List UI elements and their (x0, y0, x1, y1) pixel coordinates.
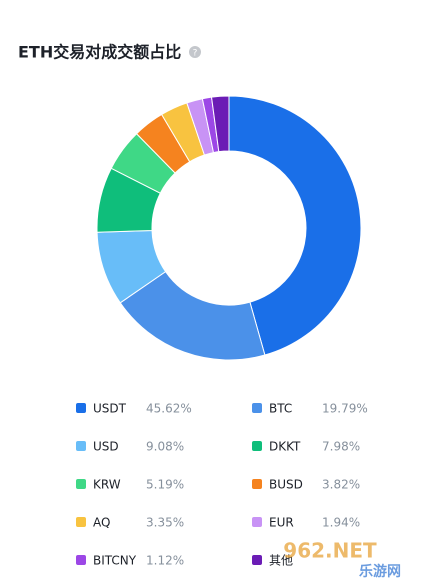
donut-slice (228, 95, 362, 356)
watermark: 962.NET 乐游网 (283, 539, 401, 581)
legend-label: BTC (269, 402, 292, 416)
legend: USDT 45.62% BTC 19.79% USD 9.08% DKKT 7.98% KRW 5… (76, 402, 368, 568)
help-icon-glyph: ? (193, 49, 198, 59)
legend-swatch (76, 441, 86, 451)
legend-label: KRW (93, 478, 121, 492)
legend-swatch (76, 479, 86, 489)
legend-label: USDT (93, 402, 127, 416)
legend-swatch (252, 403, 262, 413)
legend-label: BITCNY (93, 554, 137, 568)
legend-label: AQ (93, 516, 110, 530)
legend-value: 3.35% (146, 516, 184, 530)
legend-label: BUSD (269, 478, 303, 492)
legend-swatch (76, 517, 86, 527)
legend-value: 19.79% (322, 402, 368, 416)
legend-label: USD (93, 440, 119, 454)
legend-swatch (252, 479, 262, 489)
watermark-text: 962.NET (283, 539, 377, 563)
legend-value: 1.94% (322, 516, 360, 530)
donut-slice (210, 95, 230, 153)
legend-value: 7.98% (322, 440, 360, 454)
donut (96, 95, 362, 361)
legend-value: 3.82% (322, 478, 360, 492)
legend-swatch (252, 517, 262, 527)
legend-value: 9.08% (146, 440, 184, 454)
legend-value: 5.19% (146, 478, 184, 492)
legend-label: 其他 (269, 554, 293, 568)
legend-swatch (252, 555, 262, 565)
legend-value: 45.62% (146, 402, 192, 416)
legend-value: 1.12% (146, 554, 184, 568)
chart-title: ETH交易对成交额占比 (18, 43, 181, 62)
legend-label: EUR (269, 516, 294, 530)
watermark-subtext: 乐游网 (359, 563, 401, 580)
legend-label: DKKT (269, 440, 301, 454)
legend-swatch (252, 441, 262, 451)
legend-swatch (76, 555, 86, 565)
help-icon[interactable] (189, 46, 201, 58)
legend-swatch (76, 403, 86, 413)
